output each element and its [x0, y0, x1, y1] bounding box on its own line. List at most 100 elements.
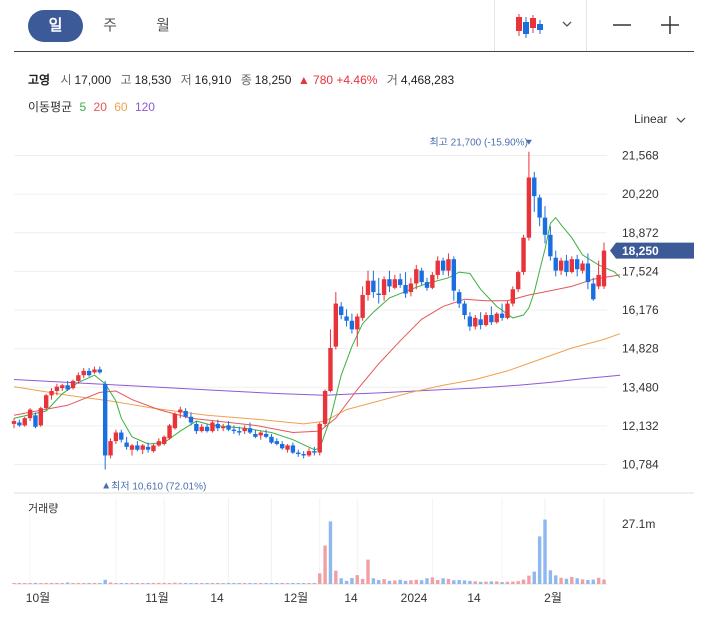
- zoom-out-button[interactable]: [606, 10, 638, 40]
- volume-bar: [39, 583, 43, 584]
- candle-body: [135, 445, 140, 450]
- candle-body: [102, 383, 108, 456]
- candle: [601, 242, 607, 289]
- candle: [102, 380, 108, 470]
- candle-body: [70, 380, 76, 389]
- volume-bar: [114, 583, 118, 584]
- low-value: 16,910: [194, 73, 232, 87]
- volume-bar: [103, 579, 107, 584]
- candle-body: [231, 429, 237, 432]
- chart-type-button[interactable]: [500, 8, 580, 42]
- candle-body: [183, 411, 188, 417]
- candle: [306, 448, 312, 457]
- candle-body: [446, 259, 451, 271]
- candle: [430, 272, 435, 290]
- candle-body: [371, 280, 376, 293]
- volume-bar: [387, 580, 392, 584]
- candle-body: [156, 441, 162, 446]
- candle-body: [569, 259, 575, 273]
- candle-body: [349, 320, 355, 330]
- price-tick-label: 17,524: [622, 264, 659, 278]
- candle: [558, 257, 564, 275]
- candle: [338, 302, 344, 320]
- candle: [247, 422, 253, 434]
- tab-daily[interactable]: 일: [28, 10, 83, 42]
- ma-label: 이동평균: [28, 100, 73, 114]
- candle: [515, 270, 521, 293]
- candle-body: [306, 451, 312, 456]
- volume-bar: [457, 580, 461, 584]
- candle: [60, 383, 65, 391]
- volume-bar: [65, 582, 70, 584]
- candle-body: [328, 347, 333, 391]
- volume-bar: [82, 583, 86, 584]
- volume-bar: [23, 583, 27, 584]
- x-tick-label: 2024: [401, 591, 428, 605]
- low-annotation: 최저 10,610 (72.01%): [111, 480, 206, 492]
- candle-body: [124, 442, 129, 447]
- candle: [317, 422, 322, 456]
- candle: [435, 256, 440, 280]
- x-tick-label: 11월: [145, 591, 169, 605]
- volume-bar: [44, 583, 48, 584]
- candle-body: [542, 217, 548, 235]
- tab-weekly[interactable]: 주: [103, 17, 117, 34]
- candle-body: [285, 445, 290, 450]
- volume-bar: [521, 579, 526, 584]
- candle: [226, 421, 231, 432]
- volume-bar: [334, 570, 338, 584]
- candle-body: [462, 303, 467, 316]
- candle: [580, 260, 585, 274]
- volume-bar: [602, 579, 606, 584]
- volume-bar: [124, 583, 129, 584]
- volume-bar: [189, 583, 193, 584]
- volume-bar: [33, 582, 38, 584]
- candle-body: [263, 433, 269, 437]
- tab-monthly[interactable]: 월: [156, 17, 170, 34]
- candle: [188, 412, 194, 426]
- volume-bar: [425, 578, 429, 584]
- candle: [183, 408, 188, 419]
- candle-body: [237, 431, 242, 433]
- volume-bar: [242, 583, 247, 584]
- candle: [365, 270, 371, 301]
- moving-average-legend[interactable]: 이동평균 5 20 60 120: [28, 98, 155, 115]
- stock-name: 고영: [28, 73, 51, 87]
- volume-bar: [409, 580, 413, 584]
- plus-icon: [661, 16, 679, 34]
- candle-body: [108, 441, 113, 456]
- volume-bar: [183, 583, 188, 584]
- candle-body: [290, 445, 296, 453]
- candle: [172, 412, 178, 430]
- candle: [322, 389, 328, 427]
- candle: [70, 379, 76, 390]
- candle: [408, 277, 414, 297]
- zoom-in-button[interactable]: [654, 10, 686, 40]
- candle-body: [430, 274, 435, 288]
- candle-body: [483, 315, 489, 326]
- volume-bar: [452, 580, 456, 584]
- candle: [135, 441, 140, 452]
- price-tag-bg: [610, 242, 694, 259]
- scale-selector[interactable]: Linear: [634, 112, 687, 126]
- toolbar-divider: [494, 0, 495, 52]
- candle-body: [242, 428, 247, 432]
- candle: [537, 194, 542, 227]
- volume-bar: [430, 577, 435, 584]
- x-tick-label: 10월: [26, 591, 50, 605]
- candle: [17, 419, 22, 427]
- volume-bar: [194, 583, 199, 584]
- volume-panel-label: 거래량: [28, 502, 58, 515]
- candle-body: [376, 293, 381, 295]
- candle-body: [129, 445, 135, 450]
- current-price-value: 18,250: [622, 244, 659, 258]
- volume-bar: [55, 582, 59, 584]
- volume-bar: [130, 582, 134, 584]
- scale-label: Linear: [634, 112, 668, 126]
- high-annotation: 최고 21,700 (-15.90%): [429, 137, 527, 149]
- volume-bar: [253, 583, 258, 584]
- volume-bar: [344, 580, 349, 584]
- volume-bar: [489, 581, 494, 584]
- candle-body: [403, 284, 408, 294]
